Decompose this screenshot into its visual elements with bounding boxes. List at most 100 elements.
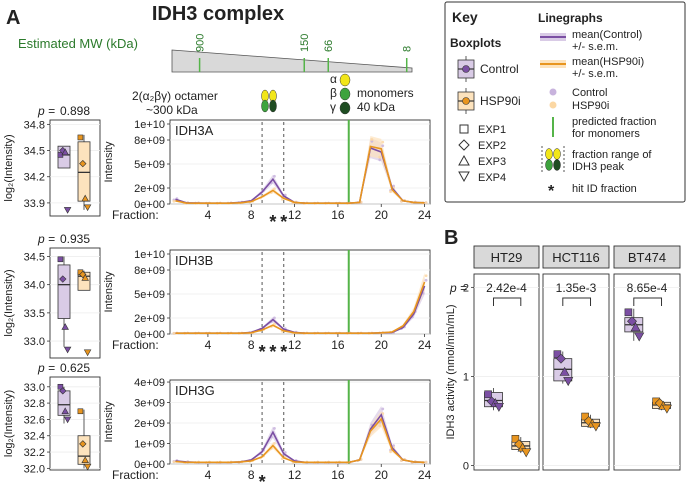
key-hsp-dot xyxy=(549,101,557,109)
key-range-1: fraction range of xyxy=(572,149,652,161)
facet-label: BT474 xyxy=(628,250,666,265)
octamer-mass-label: ~300 kDa xyxy=(146,103,198,117)
mw-label: Estimated MW (kDa) xyxy=(18,36,138,51)
key-title: Key xyxy=(452,9,478,25)
y-tick-label: 5e+09 xyxy=(134,159,165,171)
gamma-label: γ xyxy=(330,100,336,114)
x-tick-label: 16 xyxy=(331,468,345,482)
y-tick-label: 3e+09 xyxy=(134,398,165,410)
p-value: 8.65e-4 xyxy=(627,281,668,295)
key-boxplots-title: Boxplots xyxy=(450,36,502,50)
monomer-mass-label: 40 kDa xyxy=(357,100,395,114)
x-tick-label: 12 xyxy=(288,338,302,352)
hsp90i-point-4 xyxy=(83,349,92,357)
key-frame xyxy=(444,1,686,203)
key-pred-2: for monomers xyxy=(572,128,640,140)
key-peak-range-icon xyxy=(541,146,565,174)
key-exp4: EXP4 xyxy=(478,172,506,184)
facet-HT29: HT29 2.42e-4 xyxy=(473,245,540,471)
hit-asterisk: * xyxy=(269,212,276,232)
y-tick-label: 32.2 xyxy=(24,447,45,459)
hsp90i-point-1 xyxy=(77,134,84,141)
control-point-2 xyxy=(59,387,67,395)
y-tick-label: 32.0 xyxy=(24,463,45,475)
p-value: 1.35e-3 xyxy=(556,281,597,295)
y-tick-label: 4e+09 xyxy=(134,377,165,389)
key-mean-control-2: +/- s.e.m. xyxy=(572,41,618,53)
replicate-dot xyxy=(172,199,176,203)
mw-wedge xyxy=(171,49,413,73)
y-tick-label: 2 xyxy=(463,282,469,294)
y-tick-label: 1e+10 xyxy=(134,119,165,131)
activity-panel: 0 1 2 IDH3 activity (nmol/min/mL) p = HT29 2.4… xyxy=(445,245,681,473)
key-exp2: EXP2 xyxy=(478,140,506,152)
hsp90i-point-2 xyxy=(79,159,87,168)
mw-tick-label-66: 66 xyxy=(323,40,335,52)
replicate-dot xyxy=(370,138,374,141)
replicate-dot xyxy=(389,450,392,454)
exp1-square-icon xyxy=(459,124,469,134)
key-control-label: Control xyxy=(480,62,519,76)
mw-scale: 900 150 66 8 xyxy=(171,34,414,73)
p-value: 0.625 xyxy=(60,361,90,375)
control-point-4 xyxy=(63,346,72,354)
p-label: p = xyxy=(37,104,55,118)
linegraph-IDH3B: 0e+00 2e+09 5e+09 8e+09 1e+10 IDH3B Intensity F… xyxy=(103,249,432,362)
control-point-3 xyxy=(559,366,570,376)
y-tick-label: 34.0 xyxy=(24,280,45,292)
y-axis-label: log₂(Intensity) xyxy=(3,134,15,201)
plot-frame xyxy=(169,379,431,465)
facet-strip xyxy=(613,245,681,269)
mw-tick-label-150: 150 xyxy=(299,34,311,52)
x-tick-label: 16 xyxy=(331,208,345,222)
mw-tick-label-8: 8 xyxy=(402,46,414,52)
control-point-2 xyxy=(627,316,637,327)
y-tick-label: 2e+09 xyxy=(134,418,165,430)
y-axis-label: Intensity xyxy=(103,271,115,312)
hsp90i-point-3 xyxy=(81,274,89,281)
y-tick-label: 33.9 xyxy=(24,198,45,210)
facet-frame xyxy=(542,273,610,471)
facet-HCT116: HCT116 1.35e-3 xyxy=(542,245,610,471)
key-mean-hsp-1: mean(HSP90i) xyxy=(572,56,644,68)
facet-strip xyxy=(542,245,610,269)
y-tick-label: 33.5 xyxy=(24,308,45,320)
boxplot-panel-3: 33.0 32.8 32.6 32.4 32.2 32.0 p = 0.625 log₂(Int… xyxy=(3,361,101,475)
x-tick-label: 20 xyxy=(375,468,389,482)
x-tick-label: 20 xyxy=(375,208,389,222)
replicate-dot xyxy=(283,451,287,454)
control-point-2 xyxy=(556,353,566,364)
boxplot-frame xyxy=(49,119,101,217)
replicate-dot xyxy=(424,274,428,278)
replicate-dot xyxy=(273,427,276,430)
x-tick-label: 12 xyxy=(288,468,302,482)
exp3-triangle-up-icon xyxy=(458,154,470,166)
beta-label: β xyxy=(330,86,337,100)
key-legend: Key Boxplots Linegraphs Control HSP90i m… xyxy=(444,1,686,203)
x-tick-label: 24 xyxy=(418,208,432,222)
beta-subunit-icon xyxy=(339,87,351,101)
key-hsp90i-box-icon xyxy=(457,88,475,114)
x-axis-label: Fraction: xyxy=(112,468,159,482)
replicate-dot xyxy=(172,460,176,464)
y-axis-label: Intensity xyxy=(103,401,115,442)
y-tick-label: 2e+09 xyxy=(134,313,165,325)
hsp90i-point-2 xyxy=(79,440,87,448)
replicate-dot xyxy=(273,187,276,191)
x-tick-label: 16 xyxy=(331,338,345,352)
p-value: 2.42e-4 xyxy=(486,281,527,295)
hsp90i-point-4 xyxy=(661,404,672,414)
plot-frame xyxy=(169,249,431,335)
y-axis-label: log₂(Intensity) xyxy=(3,269,15,336)
y-tick-label: 34.2 xyxy=(24,172,45,184)
panel-a-letter: A xyxy=(6,7,20,29)
octamer-label: 2(α₂βγ) octamer xyxy=(132,89,218,103)
key-control-dot xyxy=(549,88,557,96)
y-tick-label: 1 xyxy=(463,371,469,383)
gamma-subunit-icon xyxy=(339,101,351,115)
key-hsp90i-label: HSP90i xyxy=(480,94,521,108)
replicate-dot xyxy=(424,278,428,282)
replicate-dot xyxy=(381,407,385,411)
key-dot-control-label: Control xyxy=(572,87,607,99)
